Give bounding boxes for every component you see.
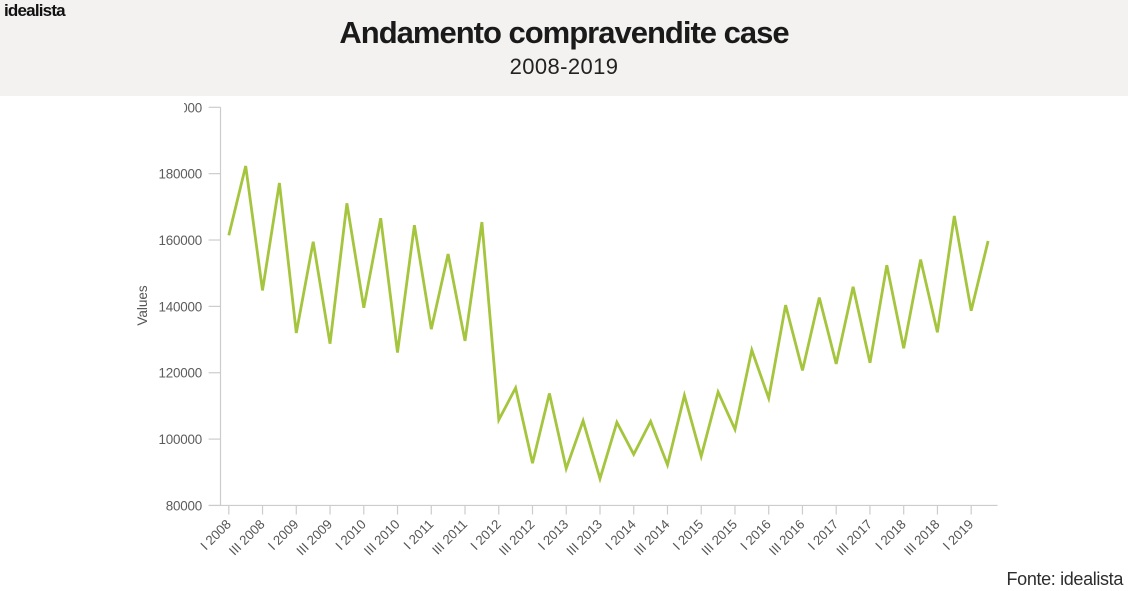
svg-text:I 2019: I 2019 — [940, 517, 977, 554]
svg-text:180000: 180000 — [159, 167, 202, 182]
svg-text:III 2017: III 2017 — [833, 517, 875, 559]
svg-text:Values: Values — [135, 285, 150, 326]
svg-text:III 2010: III 2010 — [361, 517, 403, 559]
svg-text:III 2008: III 2008 — [226, 517, 268, 559]
svg-text:III 2015: III 2015 — [698, 517, 740, 559]
svg-text:III 2018: III 2018 — [901, 517, 943, 559]
svg-text:III 2016: III 2016 — [766, 517, 808, 559]
svg-text:120000: 120000 — [159, 366, 202, 381]
svg-text:80000: 80000 — [166, 498, 202, 513]
svg-text:III 2009: III 2009 — [293, 517, 335, 559]
svg-text:100000: 100000 — [159, 432, 202, 447]
svg-text:III 2011: III 2011 — [429, 517, 470, 558]
svg-text:160000: 160000 — [159, 233, 202, 248]
svg-text:140000: 140000 — [159, 299, 202, 314]
svg-text:III 2013: III 2013 — [563, 517, 605, 559]
svg-text:III 2012: III 2012 — [496, 517, 538, 559]
svg-text:200000: 200000 — [159, 100, 202, 115]
svg-text:III 2014: III 2014 — [631, 517, 673, 559]
